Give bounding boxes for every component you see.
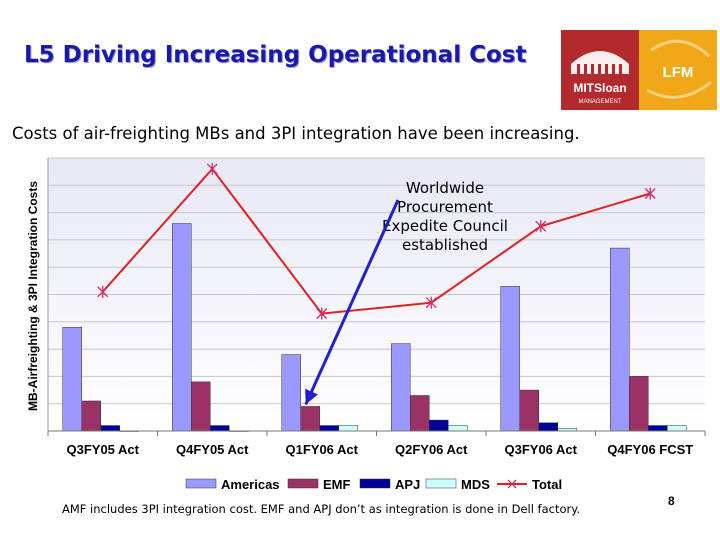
logo-sloan-text: MITSloan: [573, 81, 626, 95]
bar-emf: [81, 400, 101, 432]
total-marker-star: [644, 187, 656, 200]
bar-mds: [667, 425, 687, 432]
x-tick-label: Q1FY06 Act: [286, 442, 359, 457]
total-marker-star: [97, 285, 109, 298]
logo-lfm-panel: [639, 30, 717, 110]
bar-apj: [648, 425, 668, 432]
legend-label: MDS: [461, 477, 490, 492]
annotation-text-line: Worldwide: [406, 179, 484, 197]
logo-sloan-subtext: MANAGEMENT: [578, 99, 621, 105]
legend-label: APJ: [395, 477, 420, 492]
total-marker: [425, 296, 437, 309]
total-marker: [644, 187, 656, 200]
legend: Americas EMF APJ MDS Total: [185, 477, 562, 492]
annotation-text-line: Expedite Council: [382, 217, 508, 235]
bar-apj: [210, 425, 230, 432]
logo-lfm-text: LFM: [663, 64, 694, 81]
legend-swatch: [287, 478, 319, 489]
bar-mds: [448, 425, 468, 432]
slide-subtitle: Costs of air-freighting MBs and 3PI inte…: [12, 124, 580, 143]
legend-label: Total: [532, 477, 562, 492]
bar-emf: [191, 381, 211, 432]
bar-apj: [538, 422, 558, 432]
legend-item-mds: MDS: [425, 477, 490, 492]
bars: [62, 223, 687, 432]
bar-mds: [338, 425, 358, 432]
bar-americas: [281, 354, 301, 432]
bar-emf: [410, 395, 430, 432]
x-tick-label: Q2FY06 Act: [395, 442, 468, 457]
bar-americas: [610, 247, 630, 432]
total-line-series: [97, 162, 656, 320]
category-ticks: [47, 431, 706, 436]
x-tick-label: Q3FY05 Act: [67, 442, 140, 457]
legend-label: Americas: [221, 477, 280, 492]
bar-apj: [319, 425, 339, 432]
x-tick-label: Q4FY05 Act: [176, 442, 249, 457]
legend-swatch: [425, 478, 457, 489]
legend-label: EMF: [323, 477, 351, 492]
bar-emf: [519, 389, 539, 432]
bar-americas: [62, 327, 82, 432]
y-axis-label: MB-Airfreighting & 3PI Integration Costs: [26, 181, 40, 411]
x-tick-labels: Q3FY05 Act Q4FY05 Act Q1FY06 Act Q2FY06 Act…: [67, 442, 694, 457]
legend-swatch: [359, 478, 391, 489]
bar-americas: [500, 286, 520, 432]
legend-marker: [507, 479, 517, 489]
total-marker: [97, 285, 109, 298]
total-marker-star: [535, 220, 547, 233]
annotation-arrow-head: [305, 388, 318, 405]
page-number: 8: [668, 494, 675, 508]
annotation-arrow: [304, 199, 400, 406]
x-tick-label: Q4FY06 FCST: [607, 442, 693, 457]
legend-item-americas: Americas: [185, 477, 280, 492]
slide-title: L5 Driving Increasing Operational Cost: [24, 42, 527, 68]
annotation-text-line: established: [402, 236, 488, 254]
legend-item-emf: EMF: [287, 477, 351, 492]
legend-item-total: Total: [497, 477, 562, 492]
total-marker-star: [425, 296, 437, 309]
total-marker: [535, 220, 547, 233]
annotation-text-line: Procurement: [397, 198, 493, 216]
legend-item-apj: APJ: [359, 477, 420, 492]
total-marker-star: [206, 162, 218, 175]
mit-sloan-lfm-logo: MITSloan MANAGEMENT LFM: [561, 30, 717, 110]
bar-emf: [300, 406, 320, 432]
bar-emf: [629, 376, 649, 432]
bar-americas: [391, 343, 411, 432]
total-marker: [206, 162, 218, 175]
total-marker-star: [316, 307, 328, 320]
bar-apj: [429, 419, 449, 432]
total-marker: [316, 307, 328, 320]
bar-americas: [172, 223, 192, 432]
gridlines: [48, 157, 705, 405]
legend-swatch: [185, 478, 217, 489]
bar-apj: [100, 425, 120, 432]
footnote: AMF includes 3PI integration cost. EMF a…: [62, 502, 581, 516]
total-line: [102, 167, 651, 315]
x-tick-label: Q3FY06 Act: [505, 442, 578, 457]
logo-swirl-icon: [646, 39, 712, 99]
